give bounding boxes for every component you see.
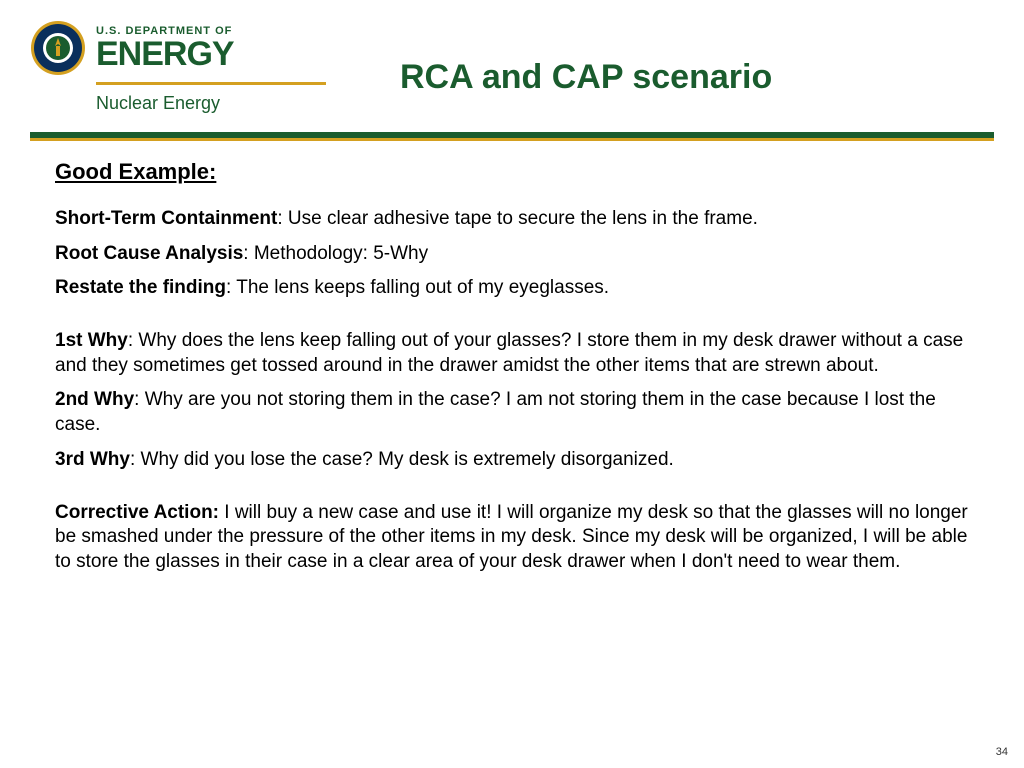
brand-block: U.S. DEPARTMENT OF ENERGY Nuclear Energy: [30, 20, 330, 114]
why-text: : Why does the lens keep falling out of …: [55, 330, 963, 376]
item-label: Restate the finding: [55, 277, 226, 298]
why-2: 2nd Why: Why are you not storing them in…: [55, 388, 969, 437]
item-text: : The lens keeps falling out of my eyegl…: [226, 277, 609, 298]
slide-title: RCA and CAP scenario: [400, 58, 994, 97]
slide-content: Good Example: Short-Term Containment: Us…: [0, 141, 1024, 575]
item-label: Short-Term Containment: [55, 208, 277, 229]
item-restate: Restate the finding: The lens keeps fall…: [55, 276, 969, 301]
sub-brand: Nuclear Energy: [96, 93, 330, 114]
item-text: : Use clear adhesive tape to secure the …: [277, 208, 758, 229]
item-text: : Methodology: 5-Why: [243, 243, 428, 264]
dept-text: U.S. DEPARTMENT OF ENERGY: [96, 25, 234, 71]
corrective-label: Corrective Action:: [55, 502, 219, 523]
energy-line: ENERGY: [96, 37, 234, 71]
logo-row: U.S. DEPARTMENT OF ENERGY: [30, 20, 330, 76]
logo-underline: [96, 82, 326, 85]
doe-seal-icon: [30, 20, 86, 76]
slide-header: U.S. DEPARTMENT OF ENERGY Nuclear Energy…: [0, 0, 1024, 114]
page-number: 34: [996, 746, 1008, 758]
header-divider: [30, 132, 994, 141]
why-label: 1st Why: [55, 330, 128, 351]
section-header: Good Example:: [55, 159, 969, 185]
corrective-action: Corrective Action: I will buy a new case…: [55, 501, 969, 575]
item-rca: Root Cause Analysis: Methodology: 5-Why: [55, 242, 969, 267]
why-3: 3rd Why: Why did you lose the case? My d…: [55, 448, 969, 473]
why-1: 1st Why: Why does the lens keep falling …: [55, 329, 969, 378]
item-label: Root Cause Analysis: [55, 243, 243, 264]
why-label: 3rd Why: [55, 449, 130, 470]
item-containment: Short-Term Containment: Use clear adhesi…: [55, 207, 969, 232]
why-label: 2nd Why: [55, 389, 134, 410]
why-text: : Why are you not storing them in the ca…: [55, 389, 936, 435]
why-text: : Why did you lose the case? My desk is …: [130, 449, 674, 470]
